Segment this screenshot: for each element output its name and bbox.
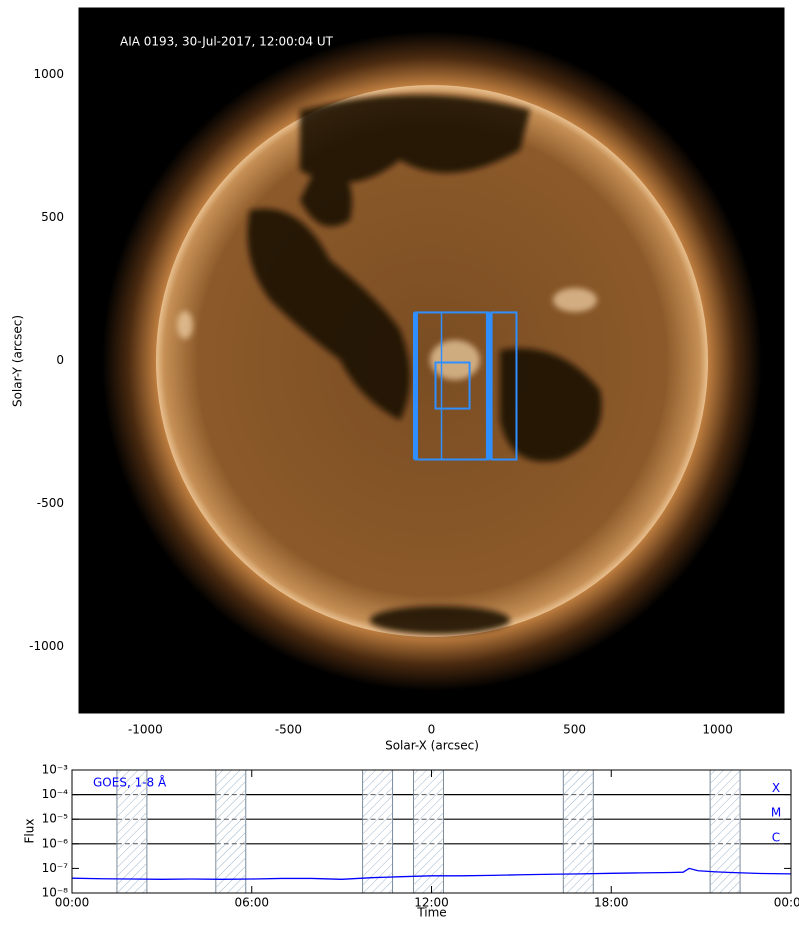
y-tick-label: 10⁻⁵	[42, 812, 69, 826]
y-tick-label: 10⁻⁸	[42, 886, 69, 900]
axes-frame	[71, 769, 792, 894]
active-regions	[177, 288, 597, 380]
active-region	[430, 340, 480, 380]
x-tick-label: 06:00	[234, 896, 269, 910]
x-tick-label: 0	[428, 723, 436, 737]
time-window-hatch	[362, 770, 393, 893]
overlay-boxes	[412, 311, 518, 461]
flare-class-label: C	[772, 830, 780, 844]
y-tick-label: 10⁻³	[42, 763, 69, 777]
coronal-hole	[300, 160, 352, 227]
region-box	[490, 311, 518, 461]
y-tick-label: 10⁻⁷	[42, 861, 69, 875]
x-tick-label: 00:00	[774, 896, 799, 910]
y-axis-label: Flux	[23, 819, 37, 844]
y-tick-label: 10⁻⁴	[42, 787, 69, 801]
y-axis-label: Solar-Y (arcsec)	[11, 315, 25, 407]
flux-line	[72, 867, 791, 880]
active-region	[553, 288, 597, 312]
x-tick-label: 500	[563, 723, 586, 737]
time-window-hatch	[215, 770, 246, 893]
coronal-hole	[247, 208, 410, 420]
x-tick-label: 18:00	[594, 896, 629, 910]
solar-image	[79, 8, 784, 713]
y-tick-label: 500	[41, 210, 64, 224]
legend-entry: GOES, 1-8 Å	[93, 775, 167, 790]
flare-class-label: M	[771, 806, 781, 820]
x-tick-label: 1000	[702, 723, 733, 737]
x-tick-label: -1000	[128, 723, 163, 737]
y-tick-label: 10⁻⁶	[42, 836, 69, 850]
time-window-hatch	[116, 770, 147, 893]
y-tick-label: 1000	[33, 67, 64, 81]
x-tick-label: 12:00	[414, 896, 449, 910]
flare-class-label: X	[772, 781, 780, 795]
image-title: AIA 0193, 30-Jul-2017, 12:00:04 UT	[120, 35, 334, 49]
active-region	[177, 311, 193, 339]
x-axis-label: Time	[416, 906, 446, 920]
coronal-hole	[370, 606, 510, 634]
y-tick-label: -1000	[29, 639, 64, 653]
time-window-hatch	[710, 770, 741, 893]
coronal-holes	[247, 95, 602, 634]
time-window-hatch	[563, 770, 594, 893]
x-axis-label: Solar-X (arcsec)	[385, 739, 479, 753]
time-window-hatch	[413, 770, 444, 893]
coronal-hole	[500, 348, 602, 462]
coronal-hole	[300, 95, 530, 183]
x-tick-label: -500	[275, 723, 302, 737]
region-box	[434, 361, 471, 410]
x-tick-label: 00:00	[55, 896, 90, 910]
y-tick-label: 0	[56, 353, 64, 367]
y-tick-label: -500	[37, 496, 64, 510]
